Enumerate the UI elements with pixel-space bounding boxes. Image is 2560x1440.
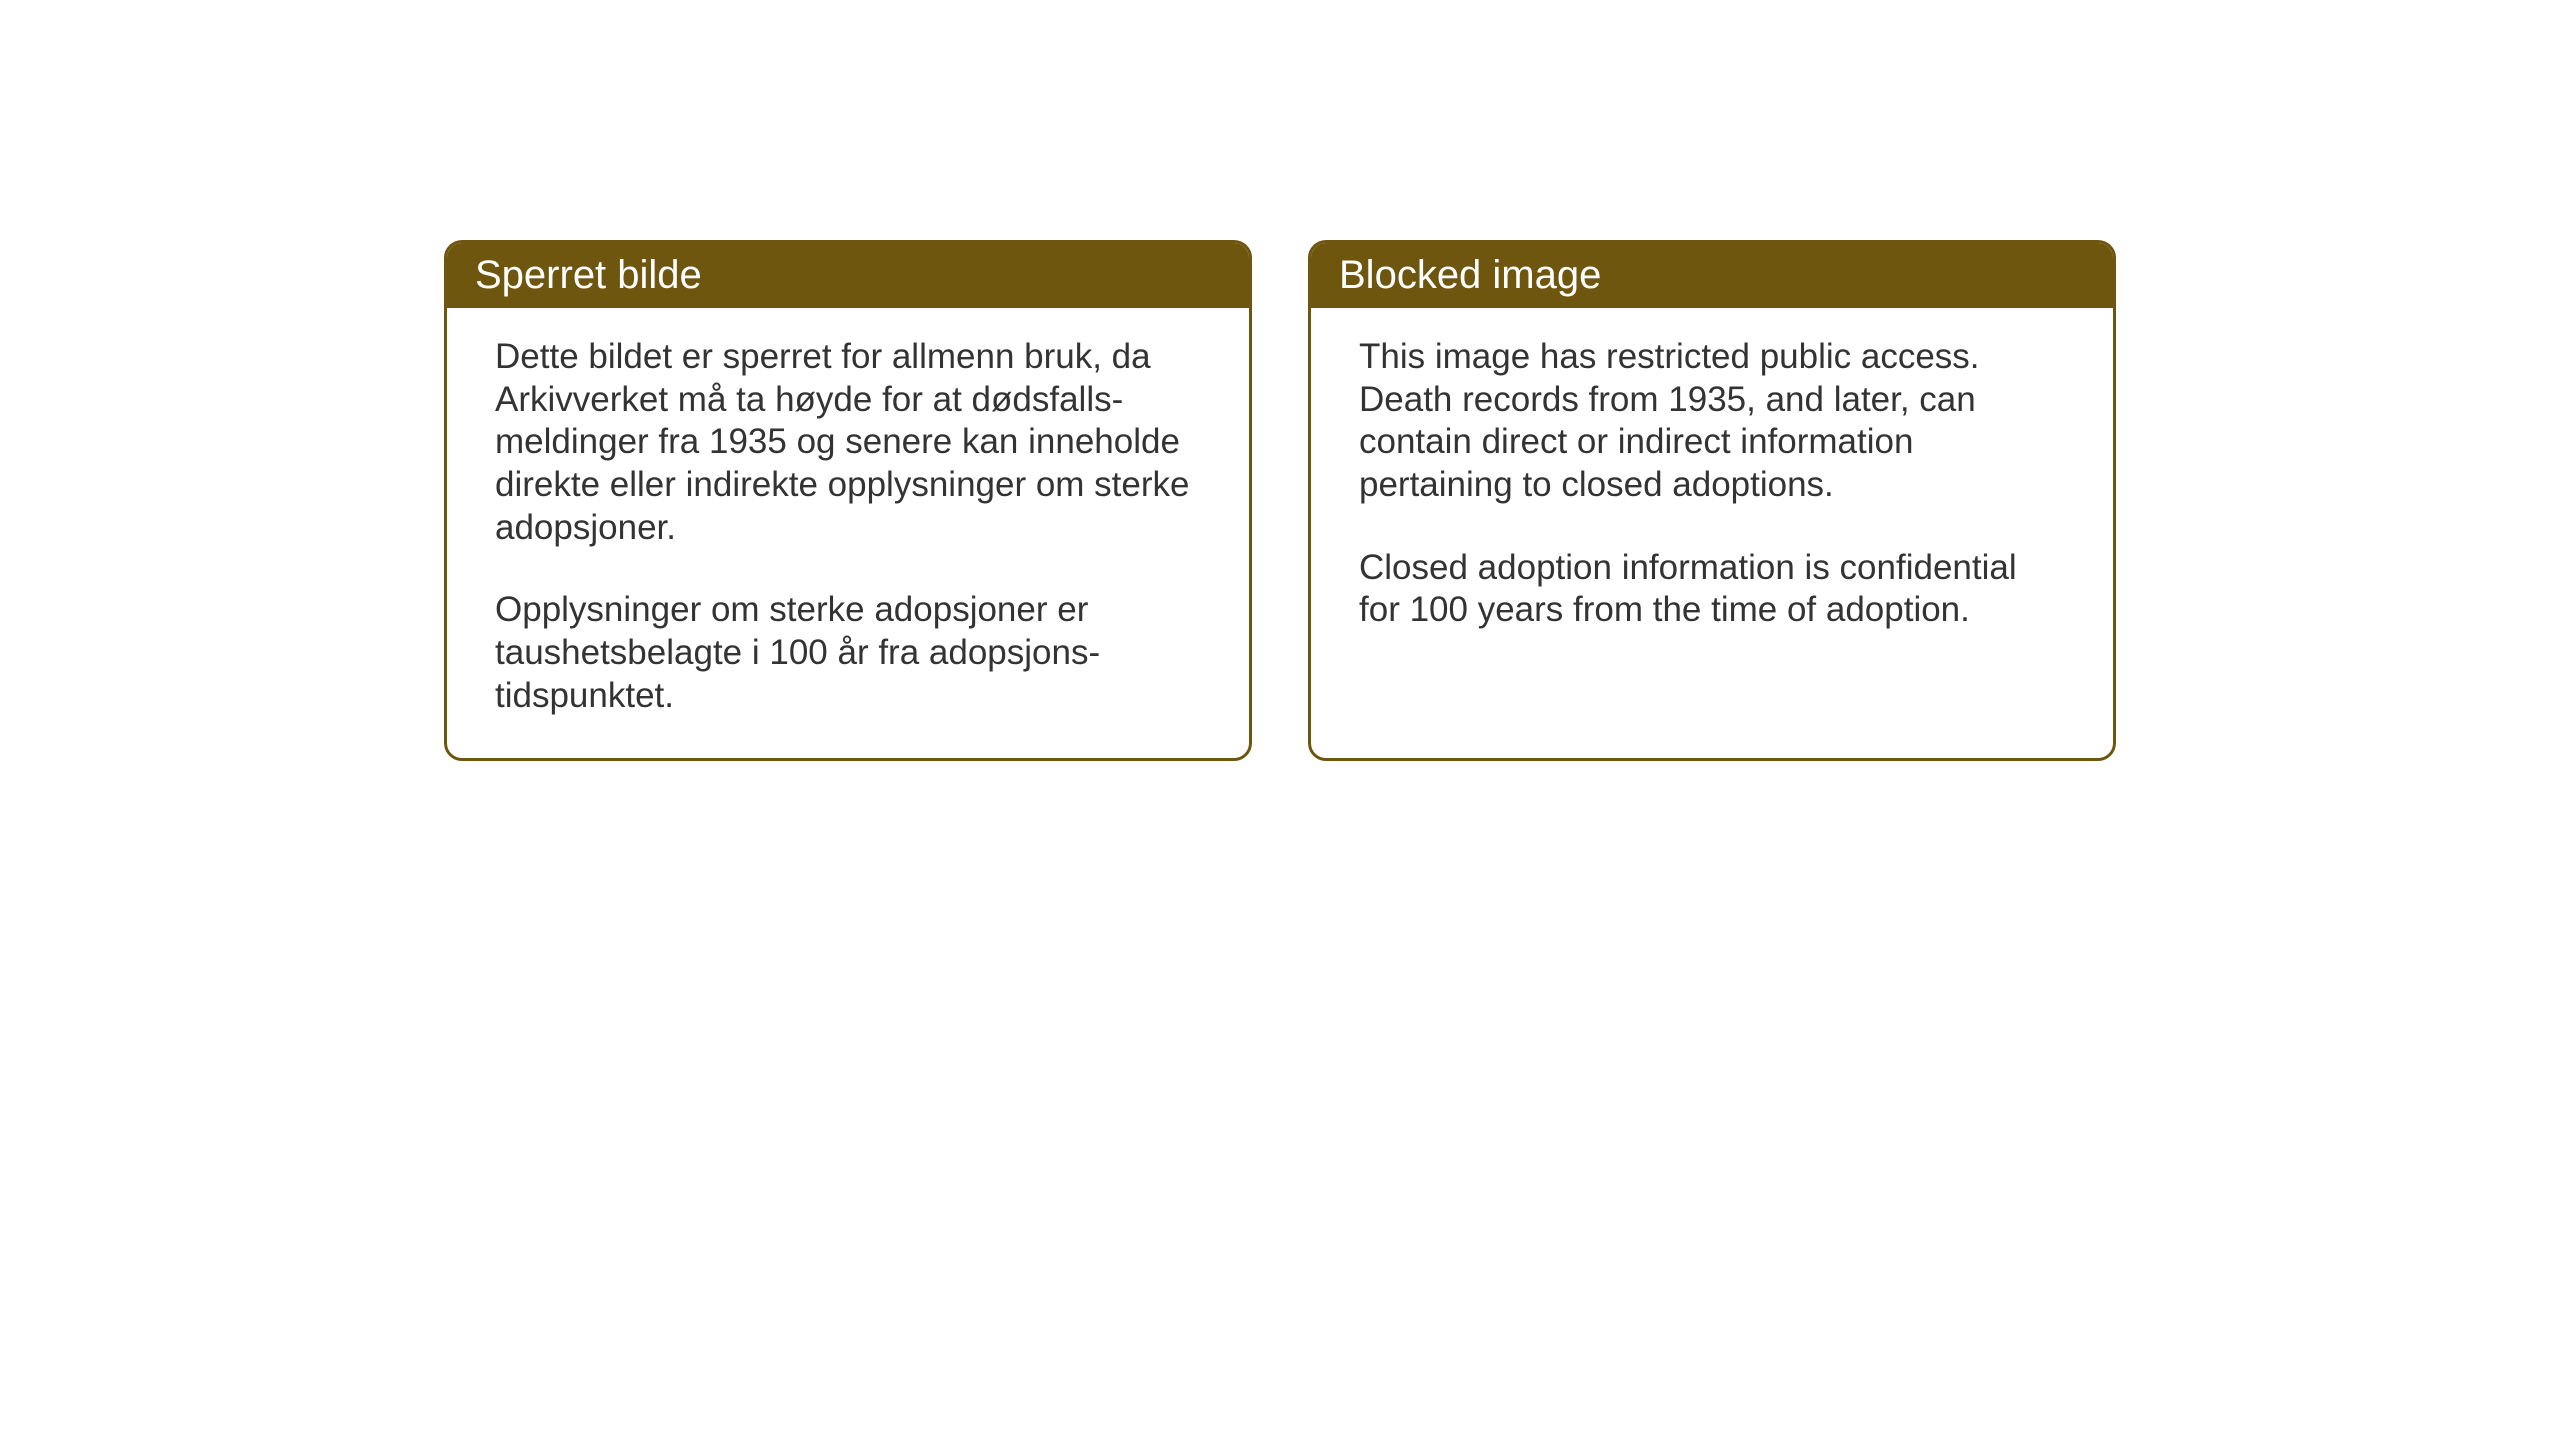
norwegian-card-body: Dette bildet er sperret for allmenn bruk… — [447, 308, 1249, 758]
cards-container: Sperret bilde Dette bildet er sperret fo… — [444, 240, 2116, 761]
norwegian-card-title: Sperret bilde — [447, 243, 1249, 308]
norwegian-paragraph-2: Opplysninger om sterke adopsjoner er tau… — [495, 589, 1201, 717]
english-paragraph-2: Closed adoption information is confident… — [1359, 547, 2065, 632]
english-card-body: This image has restricted public access.… — [1311, 308, 2113, 738]
norwegian-card: Sperret bilde Dette bildet er sperret fo… — [444, 240, 1252, 761]
norwegian-paragraph-1: Dette bildet er sperret for allmenn bruk… — [495, 336, 1201, 549]
english-paragraph-1: This image has restricted public access.… — [1359, 336, 2065, 507]
english-card-title: Blocked image — [1311, 243, 2113, 308]
english-card: Blocked image This image has restricted … — [1308, 240, 2116, 761]
